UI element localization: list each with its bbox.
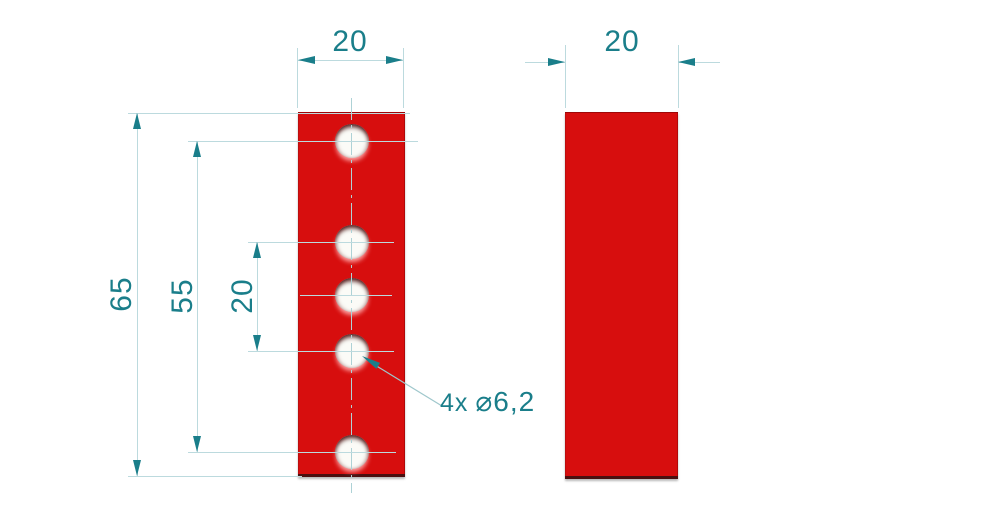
hole-2-centerline [248, 242, 394, 243]
front-width-dimension-label[interactable]: 20 [332, 25, 368, 58]
hole-pitch-dimension-label[interactable]: 20 [226, 278, 259, 314]
extension-line [565, 45, 566, 108]
hole-3-centerline [300, 295, 392, 296]
extension-line [678, 45, 679, 108]
dimension-line [257, 242, 258, 351]
dimension-line [298, 60, 403, 61]
extension-line [128, 113, 410, 114]
extension-line [403, 48, 404, 108]
height-dimension-label[interactable]: 65 [105, 276, 138, 312]
hole-note-count: 4x [440, 389, 469, 417]
dimension-line [197, 141, 198, 452]
dimension-arrow [678, 58, 695, 66]
dimension-arrow [253, 242, 261, 258]
dimension-line [679, 62, 720, 63]
dimension-line [137, 113, 138, 476]
hole-4-centerline [248, 351, 394, 352]
hole-5-centerline [188, 452, 396, 453]
extension-line [297, 48, 298, 108]
dimension-arrow [386, 56, 403, 64]
hole-note[interactable]: 4x ⌀6,2 [440, 388, 535, 416]
dimension-arrow [193, 141, 201, 157]
dimension-arrow [133, 460, 141, 476]
hole-1-centerline [188, 141, 418, 142]
dimension-arrow [193, 436, 201, 452]
dimension-arrow [133, 113, 141, 129]
extension-line [128, 476, 302, 477]
dimension-line [525, 62, 565, 63]
side-width-dimension-label[interactable]: 20 [604, 25, 640, 58]
hole-span-dimension-label[interactable]: 55 [166, 278, 199, 314]
side-view-plate[interactable] [565, 112, 678, 479]
hole-note-diameter: ⌀6,2 [475, 386, 536, 417]
dimension-arrow [253, 335, 261, 351]
dimension-arrow [298, 56, 315, 64]
dimension-arrow [548, 58, 565, 66]
